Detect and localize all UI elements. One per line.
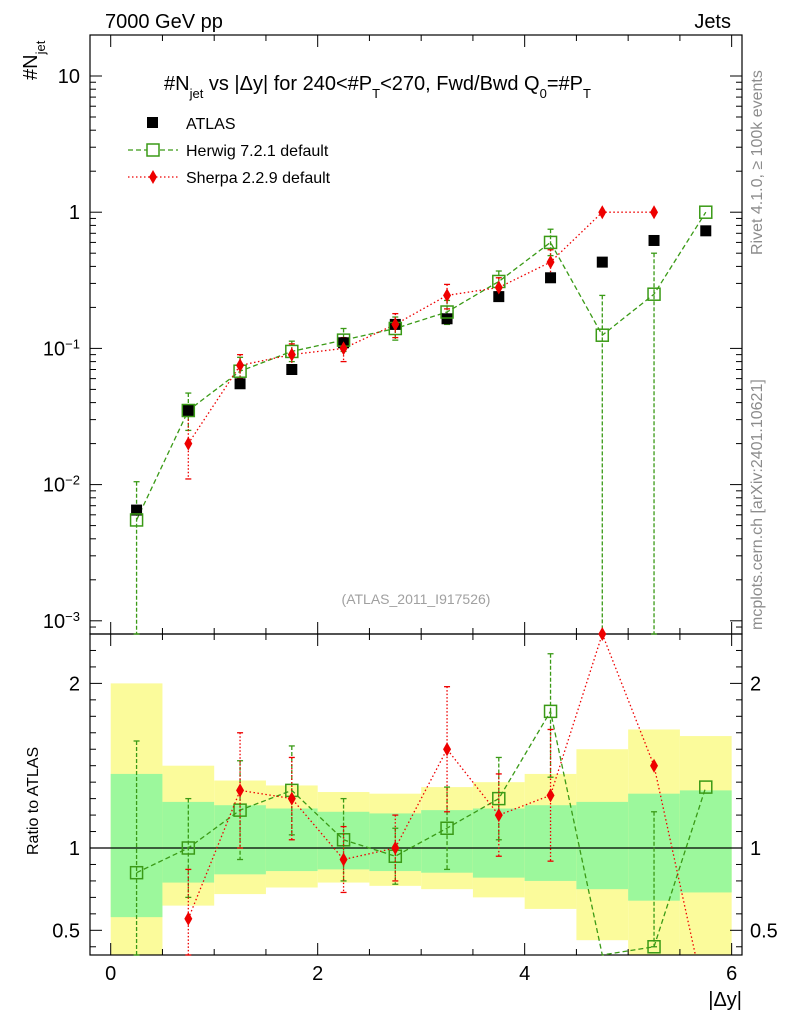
atlas-point: [441, 313, 453, 325]
data-series: [129, 205, 713, 956]
sherpa-ratio-point: [339, 852, 348, 867]
sherpa-point: [339, 341, 348, 356]
sherpa-ratio-point: [236, 783, 245, 798]
atlas-point: [545, 272, 557, 284]
herwig-ratio-point: [181, 841, 196, 855]
sherpa-point: [650, 205, 659, 220]
sherpa-point: [546, 255, 555, 270]
ratio-y-tick-label: 2: [69, 673, 80, 695]
x-tick-label: 2: [312, 963, 323, 985]
ratio-y-tick-label-right: 0.5: [750, 920, 778, 942]
legend-marker-sherpa: [149, 170, 157, 184]
sherpa-ratio-line: [187, 632, 697, 956]
atlas-point: [286, 363, 298, 375]
sherpa-point: [287, 347, 296, 362]
ratio-y-tick-label-right: 1: [750, 838, 761, 860]
sherpa-point: [494, 280, 503, 295]
sherpa-ratio-point: [287, 791, 296, 806]
side-label-mcplots: mcplots.cern.ch [arXiv:2401.10621]: [749, 379, 766, 630]
atlas-point: [596, 256, 608, 268]
ratio-y-tick-label: 0.5: [52, 920, 80, 942]
main-y-axis-label: #Njet: [20, 40, 48, 80]
main-y-tick-label: 10: [58, 66, 80, 88]
sherpa-point: [443, 288, 452, 303]
ratio-band-green: [576, 801, 629, 890]
herwig-point: [129, 513, 144, 527]
x-tick-label: 6: [726, 963, 737, 985]
sherpa-ratio-point: [494, 808, 503, 823]
legend-marker-herwig: [146, 143, 160, 157]
plot-title: #Njet vs |Δy| for 240<#PT<270, Fwd/Bwd Q…: [164, 73, 591, 101]
sherpa-ratio-point: [391, 841, 400, 855]
sherpa-ratio-point: [546, 788, 555, 803]
sherpa-ratio-point: [650, 758, 659, 773]
sherpa-point: [391, 317, 400, 332]
main-y-tick-label: 10−1: [43, 336, 80, 361]
sherpa-point: [236, 358, 245, 373]
herwig-ratio-line: [136, 709, 707, 956]
sherpa-ratio-point: [598, 627, 607, 641]
ratio-band-green: [524, 805, 577, 881]
side-label-rivet: Rivet 4.1.0, ≥ 100k events: [749, 70, 766, 255]
legend-label-sherpa: Sherpa 2.2.9 default: [186, 170, 331, 187]
ratio-y-axis-label: Ratio to ATLAS: [25, 747, 42, 855]
atlas-point: [700, 225, 712, 237]
atlas-point: [648, 234, 660, 246]
herwig-ratio-point: [129, 865, 144, 880]
atlas-point: [493, 291, 505, 303]
main-y-tick-label: 10−2: [43, 472, 80, 497]
herwig-point: [440, 305, 454, 319]
herwig-point: [543, 235, 558, 250]
legend-label-herwig: Herwig 7.2.1 default: [186, 143, 329, 160]
sherpa-ratio-point: [443, 742, 452, 757]
header-right: Jets: [694, 11, 731, 33]
x-axis-label: |Δy|: [708, 989, 742, 1011]
atlas-point: [131, 504, 143, 516]
ratio-band-green: [679, 790, 732, 893]
herwig-ratio-point: [440, 821, 454, 835]
sherpa-ratio-point: [184, 911, 193, 926]
herwig-point: [181, 403, 196, 418]
x-tick-label: 4: [519, 963, 530, 985]
ratio-plot-frame: [89, 633, 743, 956]
legend-label-atlas: ATLAS: [186, 116, 236, 133]
atlas-point: [182, 404, 194, 416]
herwig-point: [647, 287, 661, 301]
axis-ticks: 0 2 4 6 10−3 10−2 10−1 1 10 0.5 0.5 1 1 2 2: [43, 34, 778, 985]
atlas-point: [234, 378, 246, 390]
header-left: 7000 GeV pp: [105, 11, 223, 33]
ratio-plot-border: [89, 633, 743, 956]
sherpa-point: [184, 436, 193, 451]
herwig-ratio-point: [647, 940, 661, 954]
herwig-point: [595, 328, 610, 342]
main-y-tick-label: 10−3: [43, 608, 80, 633]
legend: ATLAS Herwig 7.2.1 default Sherpa 2.2.9 …: [128, 116, 331, 187]
ratio-y-tick-label-right: 2: [750, 673, 761, 695]
herwig-point: [699, 205, 713, 219]
herwig-ratio-point: [699, 780, 713, 794]
herwig-line: [136, 211, 707, 521]
analysis-watermark: (ATLAS_2011_I917526): [342, 591, 491, 607]
legend-marker-atlas: [147, 117, 158, 128]
ratio-uncertainty-bands: [110, 683, 732, 955]
ratio-y-tick-label: 1: [69, 838, 80, 860]
sherpa-point: [598, 205, 607, 220]
main-y-tick-label: 1: [69, 202, 80, 224]
x-tick-label: 0: [105, 963, 116, 985]
sherpa-line: [187, 211, 654, 444]
herwig-ratio-point: [543, 704, 558, 719]
